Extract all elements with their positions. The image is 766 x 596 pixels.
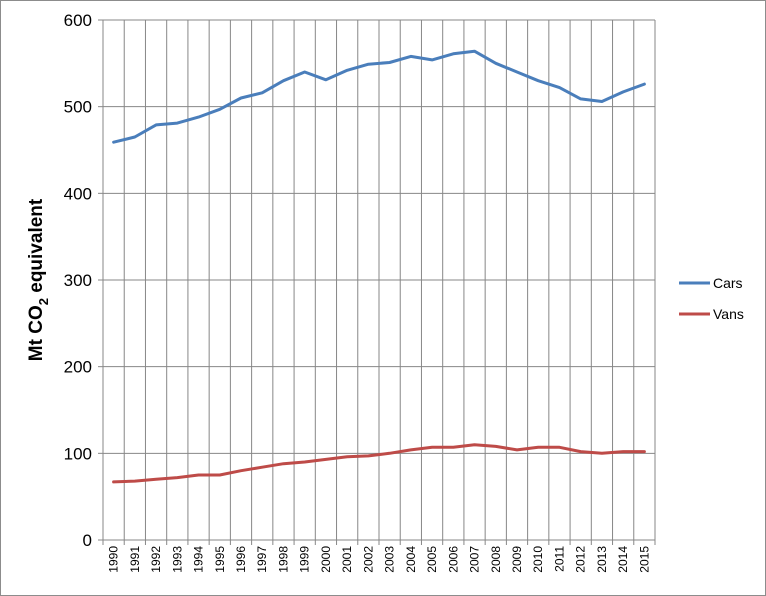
x-tick-label: 2010	[531, 546, 545, 573]
x-tick-label: 1994	[192, 546, 206, 573]
x-tick-label: 1997	[255, 546, 269, 573]
y-tick-label: 400	[64, 184, 92, 203]
x-tick-label: 2007	[468, 546, 482, 573]
legend-label: Vans	[713, 306, 744, 322]
x-tick-label: 2003	[383, 546, 397, 573]
x-tick-label: 1992	[149, 546, 163, 573]
x-tick-label: 2000	[319, 546, 333, 573]
x-tick-label: 2004	[404, 546, 418, 573]
x-axis-ticks: 1990 1991 1992 1993 1994 1995 1996 1997 1998 1999…	[107, 546, 652, 573]
x-tick-label: 2009	[510, 546, 524, 573]
x-tick-label: 2015	[637, 546, 651, 573]
x-tick-label: 2002	[361, 546, 375, 573]
x-tick-label: 2001	[340, 546, 354, 573]
series-line-cars	[112, 49, 646, 144]
x-tick-label: 1999	[298, 546, 312, 573]
y-axis-ticks: 0 100 200 300 400 500 600	[64, 11, 92, 550]
y-tick-label: 500	[64, 98, 92, 117]
y-tick-label: 0	[83, 531, 92, 550]
x-tick-label: 2013	[595, 546, 609, 573]
y-tick-label: 100	[64, 444, 92, 463]
x-tick-label: 2005	[425, 546, 439, 573]
legend: Cars Vans	[679, 275, 744, 322]
x-tick-label: 2014	[616, 546, 630, 573]
x-tick-label: 1991	[128, 546, 142, 573]
x-tick-label: 1993	[170, 546, 184, 573]
x-tick-label: 2011	[552, 546, 566, 572]
x-tick-label: 1996	[234, 546, 248, 573]
x-tick-label: 2008	[489, 546, 503, 573]
series-lines	[112, 49, 646, 484]
axes	[98, 19, 656, 545]
y-tick-label: 600	[64, 11, 92, 30]
x-tick-label: 2012	[574, 546, 588, 573]
x-tick-label: 1995	[213, 546, 227, 573]
y-tick-label: 200	[64, 358, 92, 377]
gridlines	[103, 19, 656, 540]
series-line-vans	[112, 443, 646, 484]
x-tick-label: 1998	[276, 546, 290, 573]
x-tick-label: 1990	[107, 546, 121, 573]
x-tick-label: 2006	[446, 546, 460, 573]
y-tick-label: 300	[64, 271, 92, 290]
legend-label: Cars	[713, 275, 743, 291]
y-axis-label: Mt CO2 equivalent	[26, 198, 51, 361]
